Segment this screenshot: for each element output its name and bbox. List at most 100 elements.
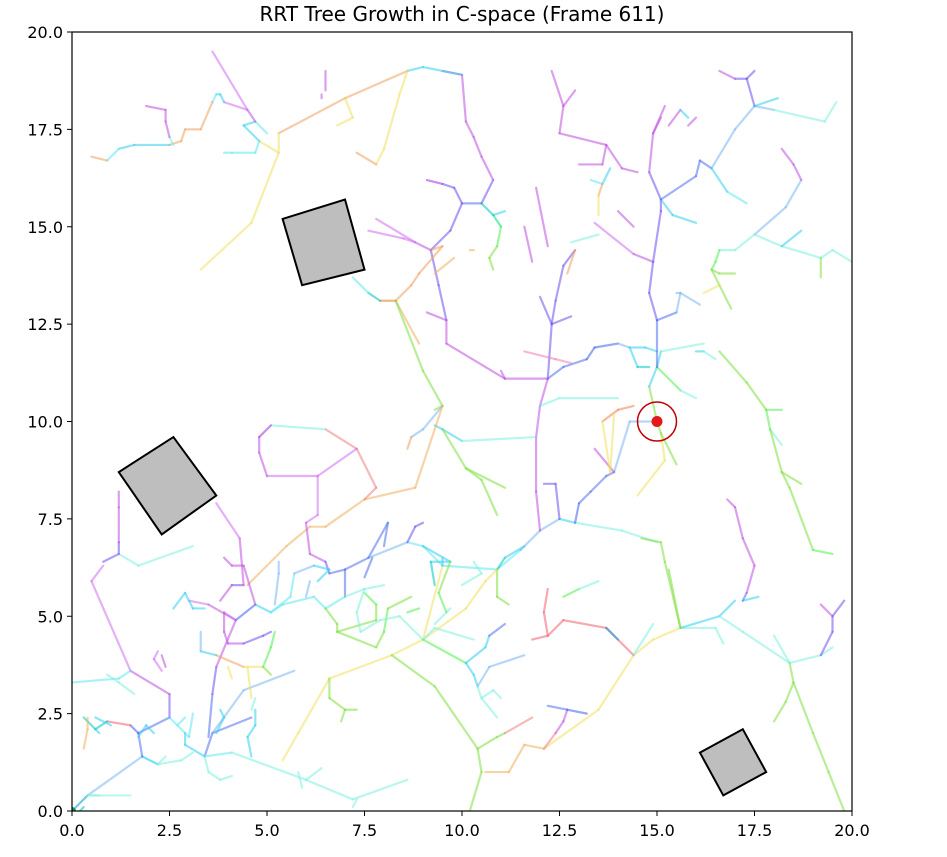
- tree-edge: [768, 428, 783, 474]
- tree-edge: [679, 291, 702, 306]
- tree-edge: [414, 521, 425, 528]
- x-tick-label: 10.0: [444, 821, 480, 840]
- tree-edge: [160, 654, 167, 668]
- tree-edge: [605, 626, 620, 641]
- tree-edge: [421, 65, 464, 76]
- tree-edge: [460, 73, 467, 123]
- tree-edge: [819, 249, 834, 260]
- tree-edge: [215, 654, 245, 668]
- tree-edge: [258, 424, 272, 439]
- tree-edge: [343, 556, 370, 571]
- tree-edge: [86, 755, 144, 797]
- tree-edge: [484, 634, 491, 649]
- tree-edge: [741, 595, 760, 602]
- tree-edge: [425, 178, 444, 186]
- tree-edge: [215, 716, 226, 735]
- tree-edge: [242, 634, 265, 645]
- tree-edge: [788, 661, 795, 684]
- tree-edge: [499, 369, 506, 380]
- tree-edge: [433, 256, 456, 275]
- obstacle: [281, 198, 366, 287]
- tree-edge: [363, 591, 378, 606]
- rrt-tree: [72, 50, 852, 811]
- tree-edge: [733, 104, 756, 131]
- tree-edge: [546, 619, 565, 637]
- tree-edge: [441, 564, 499, 571]
- tree-edge: [507, 743, 526, 774]
- tree-edge: [219, 774, 233, 781]
- tree-edge: [819, 603, 834, 618]
- tree-edge: [496, 225, 503, 248]
- tree-edge: [390, 654, 436, 688]
- tree-edge: [254, 120, 269, 135]
- tree-edge: [219, 93, 226, 104]
- tree-edge: [180, 751, 194, 762]
- tree-edge: [616, 342, 631, 349]
- tree-edge: [542, 731, 557, 750]
- tree-edge: [137, 545, 194, 567]
- obstacles: [117, 198, 768, 797]
- tree-edge: [484, 568, 499, 583]
- tree-edge: [304, 513, 319, 524]
- tree-edge: [242, 120, 257, 127]
- tree-edge: [437, 591, 448, 614]
- tree-edge: [418, 245, 444, 275]
- tree-edge: [468, 770, 483, 811]
- tree-edge: [464, 467, 483, 482]
- tree-edge: [562, 587, 581, 598]
- tree-edge: [453, 186, 464, 205]
- tree-edge: [589, 474, 608, 493]
- tree-edge: [546, 704, 569, 711]
- x-tick-label: 20.0: [834, 821, 870, 840]
- tree-edge: [351, 798, 358, 809]
- tree-edge: [406, 65, 425, 73]
- tree-edge: [788, 654, 822, 665]
- obstacle: [117, 435, 218, 536]
- tree-edge: [293, 564, 315, 575]
- tree-edge: [382, 93, 401, 150]
- y-tick-label: 17.5: [27, 120, 63, 139]
- tree-edge: [398, 69, 409, 96]
- tree-edge: [129, 669, 171, 696]
- tree-edge: [659, 432, 678, 466]
- tree-edge: [788, 486, 815, 552]
- tree-edge: [289, 572, 296, 598]
- tree-edge: [168, 139, 183, 147]
- tree-edge: [667, 108, 682, 127]
- tree-edge: [246, 735, 253, 758]
- tree-edge: [316, 568, 331, 583]
- tree-edge: [145, 724, 155, 735]
- tree-edge: [203, 751, 233, 758]
- tree-edge: [90, 155, 109, 162]
- tree-edge: [831, 249, 852, 263]
- tree-edge: [421, 564, 444, 641]
- tree-edge: [172, 591, 187, 610]
- tree-edge: [105, 720, 132, 727]
- tree-edge: [375, 217, 417, 244]
- tree-edge: [648, 291, 659, 322]
- tree-edge: [570, 233, 600, 244]
- tree-edge: [472, 136, 483, 158]
- tree-edge: [433, 685, 479, 750]
- tree-edge: [297, 677, 331, 735]
- tree-edge: [414, 241, 432, 252]
- y-axis: 0.0 2.5 5.0 7.5 10.0 12.5 15.0 17.5 20.0: [27, 23, 72, 821]
- tree-edge: [433, 626, 475, 641]
- tree-edge: [199, 101, 214, 131]
- tree-edge: [258, 139, 280, 154]
- tree-edge: [476, 735, 499, 750]
- tree-edge: [211, 50, 249, 112]
- tree-edge: [277, 97, 347, 135]
- tree-edge: [351, 276, 370, 295]
- tree-edge: [406, 525, 417, 544]
- tree-edge: [538, 377, 549, 408]
- tree-edge: [180, 128, 187, 143]
- tree-edge: [562, 89, 577, 108]
- tree-edge: [262, 630, 272, 637]
- tree-edge: [714, 626, 725, 645]
- tree-edge: [281, 731, 300, 762]
- tree-edge: [304, 778, 354, 801]
- tree-edge: [718, 350, 748, 384]
- goal-region: [636, 401, 678, 442]
